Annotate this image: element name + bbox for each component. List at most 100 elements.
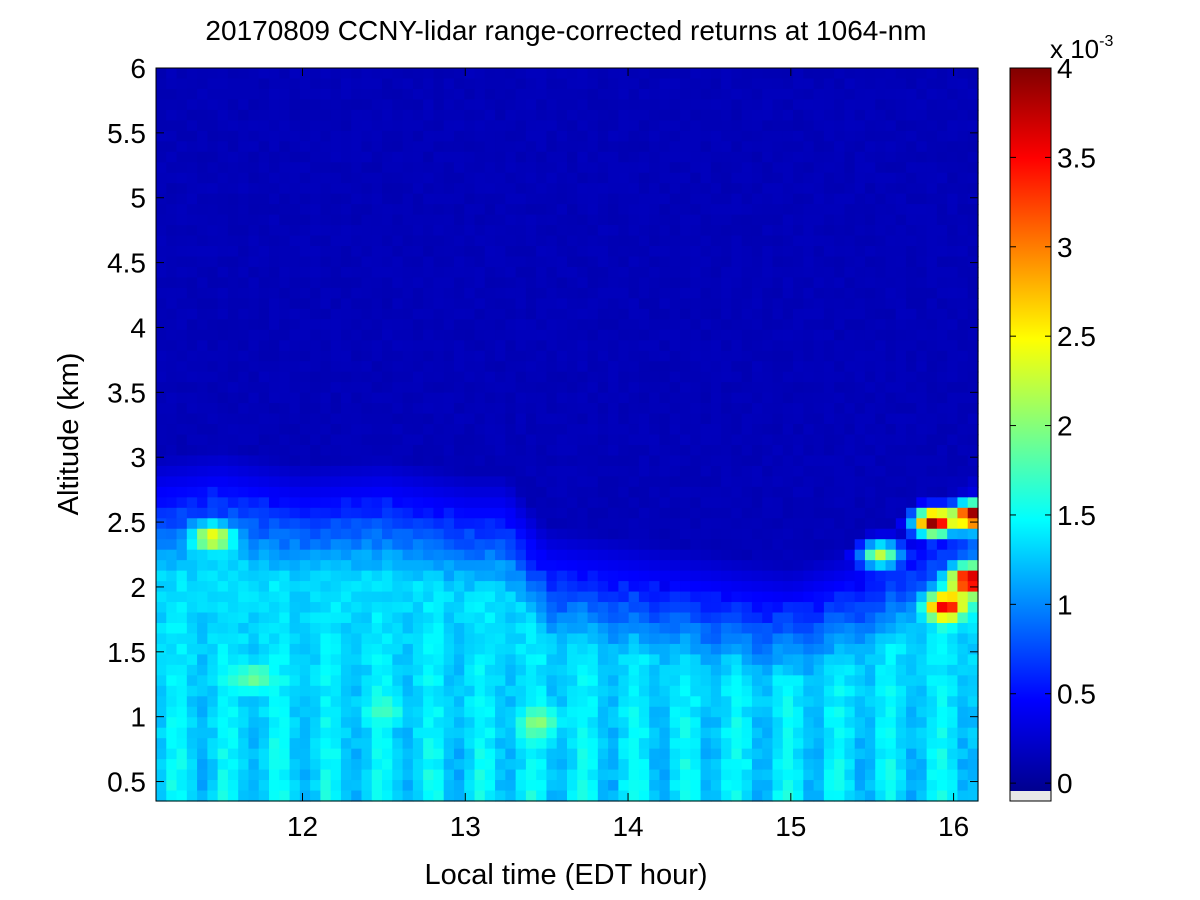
heatmap-cell: [258, 403, 270, 415]
heatmap-cell: [382, 340, 393, 352]
heatmap-cell: [433, 633, 445, 645]
heatmap-cell: [156, 455, 167, 467]
heatmap-cell: [700, 340, 712, 352]
heatmap-cell: [710, 99, 722, 111]
heatmap-cell: [772, 612, 784, 624]
heatmap-cell: [289, 486, 301, 498]
heatmap-cell: [577, 696, 589, 708]
heatmap-cell: [793, 685, 804, 697]
heatmap-cell: [813, 528, 825, 540]
heatmap-cell: [269, 591, 280, 603]
heatmap-cell: [279, 78, 291, 90]
heatmap-cell: [690, 518, 702, 530]
heatmap-cell: [382, 151, 393, 163]
heatmap-cell: [669, 486, 681, 498]
heatmap-cell: [310, 581, 322, 593]
heatmap-cell: [710, 225, 722, 237]
heatmap-cell: [597, 780, 609, 792]
heatmap-cell: [556, 685, 568, 697]
heatmap-cell: [289, 109, 301, 121]
heatmap-cell: [741, 581, 753, 593]
heatmap-cell: [207, 413, 219, 425]
heatmap-cell: [351, 78, 363, 90]
heatmap-cell: [484, 88, 496, 101]
heatmap-cell: [248, 88, 260, 101]
heatmap-cell: [443, 507, 455, 519]
heatmap-cell: [505, 277, 517, 289]
heatmap-cell: [227, 570, 239, 582]
heatmap-cell: [628, 99, 640, 111]
heatmap-cell: [361, 518, 373, 530]
heatmap-cell: [608, 319, 619, 331]
heatmap-cell: [741, 654, 753, 666]
heatmap-cell: [443, 235, 455, 247]
heatmap-cell: [793, 654, 804, 666]
heatmap-cell: [803, 654, 815, 666]
heatmap-cell: [525, 518, 537, 530]
heatmap-cell: [803, 172, 815, 184]
heatmap-cell: [484, 204, 496, 216]
heatmap-cell: [176, 340, 188, 352]
heatmap-cell: [227, 287, 239, 299]
heatmap-cell: [751, 256, 763, 268]
heatmap-cell: [402, 769, 414, 781]
heatmap-cell: [741, 120, 753, 132]
heatmap-cell: [258, 602, 270, 614]
heatmap-cell: [618, 539, 630, 551]
heatmap-cell: [649, 539, 661, 551]
heatmap-cell: [464, 434, 476, 446]
heatmap-cell: [597, 424, 609, 436]
heatmap-cell: [618, 403, 630, 415]
heatmap-cell: [464, 183, 476, 195]
heatmap-cell: [854, 654, 866, 666]
heatmap-cell: [567, 68, 578, 80]
heatmap-cell: [525, 68, 537, 80]
heatmap-cell: [217, 298, 229, 310]
heatmap-cell: [258, 560, 270, 572]
heatmap-cell: [597, 633, 609, 645]
heatmap-cell: [690, 99, 702, 111]
heatmap-cell: [371, 68, 383, 80]
heatmap-cell: [710, 256, 722, 268]
heatmap-cell: [258, 769, 270, 781]
heatmap-cell: [813, 581, 825, 593]
heatmap-cell: [741, 476, 753, 488]
chart-title: 20170809 CCNY-lidar range-corrected retu…: [205, 15, 926, 46]
heatmap-cell: [844, 727, 856, 739]
heatmap-cell: [700, 287, 712, 299]
heatmap-cell: [392, 99, 404, 111]
heatmap-cell: [669, 392, 681, 404]
heatmap-cell: [186, 727, 198, 739]
heatmap-cell: [156, 78, 167, 90]
heatmap-cell: [680, 497, 691, 509]
heatmap-cell: [793, 392, 804, 404]
heatmap-cell: [433, 717, 445, 729]
heatmap-cell: [505, 308, 517, 320]
heatmap-cell: [834, 277, 846, 289]
heatmap-cell: [495, 151, 506, 163]
heatmap-cell: [751, 602, 763, 614]
heatmap-cell: [669, 371, 681, 383]
heatmap-cell: [289, 246, 301, 258]
heatmap-cell: [392, 518, 404, 530]
heatmap-cell: [813, 465, 825, 477]
heatmap-cell: [793, 172, 804, 184]
heatmap-cell: [700, 780, 712, 792]
heatmap-cell: [382, 465, 393, 477]
heatmap-cell: [690, 308, 702, 320]
heatmap-cell: [680, 664, 691, 676]
heatmap-cell: [186, 361, 198, 373]
heatmap-cell: [536, 444, 548, 457]
heatmap-cell: [525, 549, 537, 561]
heatmap-cell: [854, 790, 866, 802]
heatmap-cell: [628, 685, 640, 697]
heatmap-cell: [618, 476, 630, 488]
heatmap-cell: [659, 434, 671, 446]
heatmap-cell: [813, 424, 825, 436]
heatmap-cell: [762, 78, 774, 90]
heatmap-cell: [320, 685, 332, 697]
heatmap-cell: [638, 382, 650, 394]
heatmap-cell: [546, 403, 558, 415]
heatmap-cell: [885, 308, 897, 320]
heatmap-cell: [258, 308, 270, 320]
